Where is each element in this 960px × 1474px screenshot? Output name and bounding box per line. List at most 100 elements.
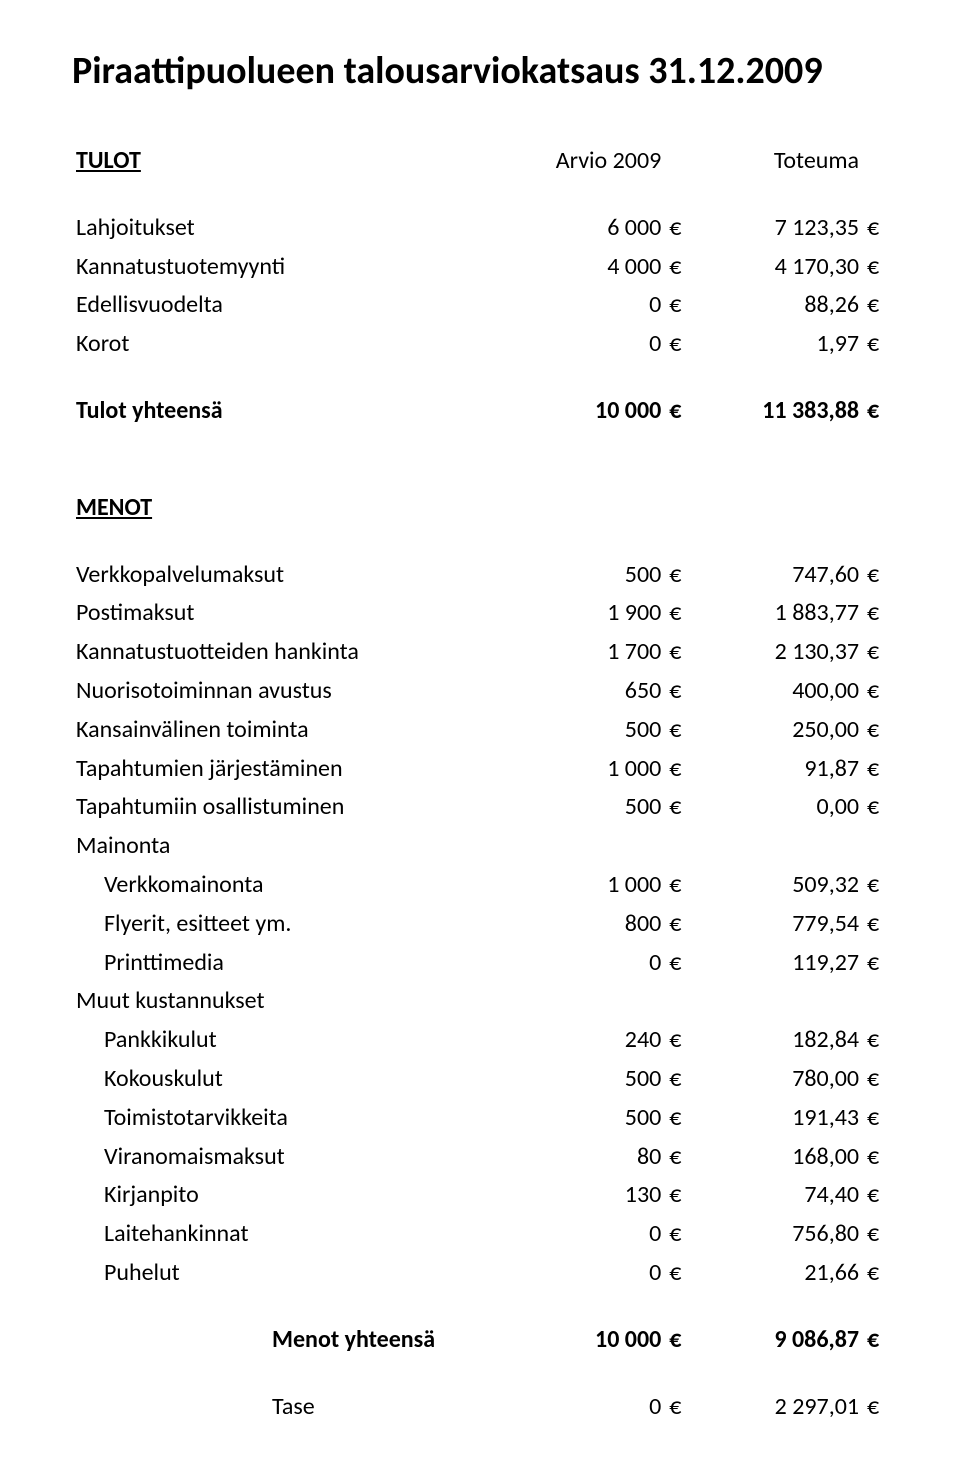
- euro-symbol: €: [665, 788, 698, 827]
- column-header-toteuma: Toteuma: [698, 142, 863, 181]
- menot-row: Tapahtumien järjestäminen: [72, 750, 517, 789]
- document-page: Piraattipuolueen talousarviokatsaus 31.1…: [0, 0, 960, 1474]
- tulot-row: Kannatustuotemyynti: [72, 248, 517, 287]
- euro-symbol: €: [665, 866, 698, 905]
- row-value-arvio: 80: [517, 1138, 665, 1177]
- euro-symbol: €: [863, 1215, 896, 1254]
- menot-row: Flyerit, esitteet ym.: [72, 905, 517, 944]
- row-value-toteuma: 182,84: [698, 1021, 863, 1060]
- euro-symbol: €: [863, 1254, 896, 1293]
- euro-symbol: €: [863, 325, 896, 364]
- row-value-arvio: 650: [517, 672, 665, 711]
- euro-symbol: [665, 827, 698, 866]
- row-value-arvio: 0: [517, 286, 665, 325]
- euro-symbol: €: [863, 866, 896, 905]
- euro-symbol: €: [665, 905, 698, 944]
- row-value-arvio: 500: [517, 556, 665, 595]
- row-value-toteuma: 1 883,77: [698, 594, 863, 633]
- tulot-heading-text: TULOT: [76, 146, 141, 175]
- euro-symbol: €: [863, 1321, 896, 1360]
- euro-symbol: €: [665, 1215, 698, 1254]
- euro-symbol: €: [863, 788, 896, 827]
- euro-symbol: €: [665, 633, 698, 672]
- tulot-total: Tulot yhteensä: [72, 392, 517, 431]
- euro-symbol: €: [863, 1138, 896, 1177]
- euro-symbol: €: [665, 594, 698, 633]
- row-value-arvio: 800: [517, 905, 665, 944]
- page-title: Piraattipuolueen talousarviokatsaus 31.1…: [72, 48, 896, 94]
- euro-symbol: €: [863, 1060, 896, 1099]
- euro-symbol: €: [665, 1099, 698, 1138]
- row-value-toteuma: 1,97: [698, 325, 863, 364]
- menot-row: Kokouskulut: [72, 1060, 517, 1099]
- row-value-toteuma: 779,54: [698, 905, 863, 944]
- row-value-toteuma: 191,43: [698, 1099, 863, 1138]
- euro-symbol: €: [863, 248, 896, 287]
- euro-symbol: €: [665, 556, 698, 595]
- menot-heading: MENOT: [72, 489, 896, 528]
- row-value-arvio: 500: [517, 788, 665, 827]
- menot-row: Printtimedia: [72, 944, 517, 983]
- euro-symbol: €: [863, 1388, 896, 1427]
- euro-symbol: [665, 142, 698, 181]
- row-value-toteuma: 168,00: [698, 1138, 863, 1177]
- euro-symbol: €: [863, 672, 896, 711]
- euro-symbol: €: [863, 556, 896, 595]
- euro-symbol: €: [665, 1388, 698, 1427]
- tulot-heading: TULOT: [72, 142, 517, 181]
- menot-row: Verkkomainonta: [72, 866, 517, 905]
- row-value-arvio: 1 000: [517, 750, 665, 789]
- row-value-toteuma: 2 130,37: [698, 633, 863, 672]
- menot-row: Kansainvälinen toiminta: [72, 711, 517, 750]
- row-value-toteuma: [698, 982, 863, 1021]
- row-value-arvio: [517, 982, 665, 1021]
- menot-row: Verkkopalvelumaksut: [72, 556, 517, 595]
- row-value-arvio: 240: [517, 1021, 665, 1060]
- row-value-toteuma: 0,00: [698, 788, 863, 827]
- euro-symbol: €: [863, 633, 896, 672]
- euro-symbol: €: [665, 1021, 698, 1060]
- euro-symbol: €: [863, 594, 896, 633]
- euro-symbol: €: [665, 325, 698, 364]
- euro-symbol: €: [863, 286, 896, 325]
- menot-row: Postimaksut: [72, 594, 517, 633]
- euro-symbol: €: [665, 1060, 698, 1099]
- row-value-toteuma: 509,32: [698, 866, 863, 905]
- row-value-arvio: 4 000: [517, 248, 665, 287]
- euro-symbol: €: [863, 750, 896, 789]
- row-value-toteuma: 747,60: [698, 556, 863, 595]
- menot-total-label: Menot yhteensä: [72, 1321, 517, 1360]
- euro-symbol: €: [665, 248, 698, 287]
- euro-symbol: [863, 827, 896, 866]
- row-value-arvio: 0: [517, 1254, 665, 1293]
- row-value-toteuma: 756,80: [698, 1215, 863, 1254]
- euro-symbol: €: [665, 711, 698, 750]
- euro-symbol: €: [863, 711, 896, 750]
- tase-toteuma: 2 297,01: [698, 1388, 863, 1427]
- row-value-arvio: 500: [517, 1060, 665, 1099]
- row-value-toteuma: 88,26: [698, 286, 863, 325]
- row-value-toteuma: 400,00: [698, 672, 863, 711]
- row-value-toteuma: 74,40: [698, 1176, 863, 1215]
- menot-row: Puhelut: [72, 1254, 517, 1293]
- euro-symbol: €: [863, 209, 896, 248]
- euro-symbol: €: [665, 209, 698, 248]
- menot-row: Toimistotarvikkeita: [72, 1099, 517, 1138]
- menot-heading-text: MENOT: [76, 493, 152, 522]
- menot-row: Pankkikulut: [72, 1021, 517, 1060]
- euro-symbol: €: [665, 672, 698, 711]
- row-value-arvio: 1 000: [517, 866, 665, 905]
- row-value-toteuma: 250,00: [698, 711, 863, 750]
- euro-symbol: €: [665, 1254, 698, 1293]
- euro-symbol: €: [665, 392, 698, 431]
- row-value-toteuma: [698, 827, 863, 866]
- financial-table: TULOTArvio 2009ToteumaLahjoitukset6 000€…: [72, 142, 896, 1426]
- row-value-toteuma: 21,66: [698, 1254, 863, 1293]
- column-header-arvio: Arvio 2009: [517, 142, 665, 181]
- euro-symbol: €: [665, 1321, 698, 1360]
- euro-symbol: €: [863, 905, 896, 944]
- menot-row: Kannatustuotteiden hankinta: [72, 633, 517, 672]
- row-value-arvio: 10 000: [517, 392, 665, 431]
- menot-total-arvio: 10 000: [517, 1321, 665, 1360]
- row-value-arvio: 0: [517, 944, 665, 983]
